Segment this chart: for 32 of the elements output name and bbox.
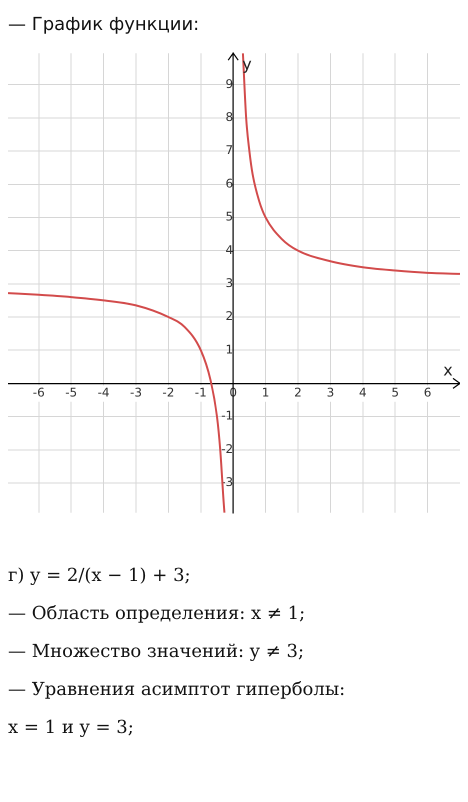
x-tick-label: 3 [326, 386, 334, 400]
y-tick-label: 6 [226, 176, 234, 190]
text: — Множество значений: y ≠ 3; [8, 640, 306, 664]
y-tick-label: -2 [221, 442, 234, 456]
line-series [242, 53, 460, 275]
x-tick-label: 1 [262, 386, 270, 400]
y-tick-label: -1 [221, 408, 234, 423]
y-tick-label: 3 [226, 276, 234, 290]
x-axis-title: x [443, 360, 453, 380]
x-tick-label: -2 [162, 386, 174, 400]
x-tick-label: 6 [424, 386, 432, 400]
x-tick-label: -1 [194, 386, 207, 400]
y-tick-label: 4 [226, 242, 234, 257]
x-tick-label: 2 [294, 386, 302, 400]
x-tick-label: -5 [65, 386, 78, 400]
y-tick-label: 9 [226, 76, 234, 91]
y-tick-label: -3 [221, 475, 234, 490]
y-tick-label: 2 [226, 309, 234, 324]
text: г) y = 2/(x − 1) + 3; [8, 564, 192, 588]
y-tick-label: 8 [226, 110, 234, 124]
x-tick-label: 5 [391, 386, 400, 400]
y-tick-label: 1 [226, 342, 234, 356]
text: — Уравнения асимптот гиперболы: [8, 678, 346, 702]
x-tick-label: -3 [130, 386, 142, 400]
y-tick-label: 7 [226, 143, 234, 158]
y-tick-label: 5 [226, 210, 234, 224]
text: x = 1 и y = 3; [8, 716, 135, 740]
x-tick-label: -4 [98, 386, 110, 400]
x-tick-label: 4 [358, 386, 367, 400]
x-tick-label: -6 [32, 386, 45, 400]
chart-title: — График функции: [8, 13, 200, 37]
text: — Область определения: x ≠ 1; [8, 602, 306, 626]
